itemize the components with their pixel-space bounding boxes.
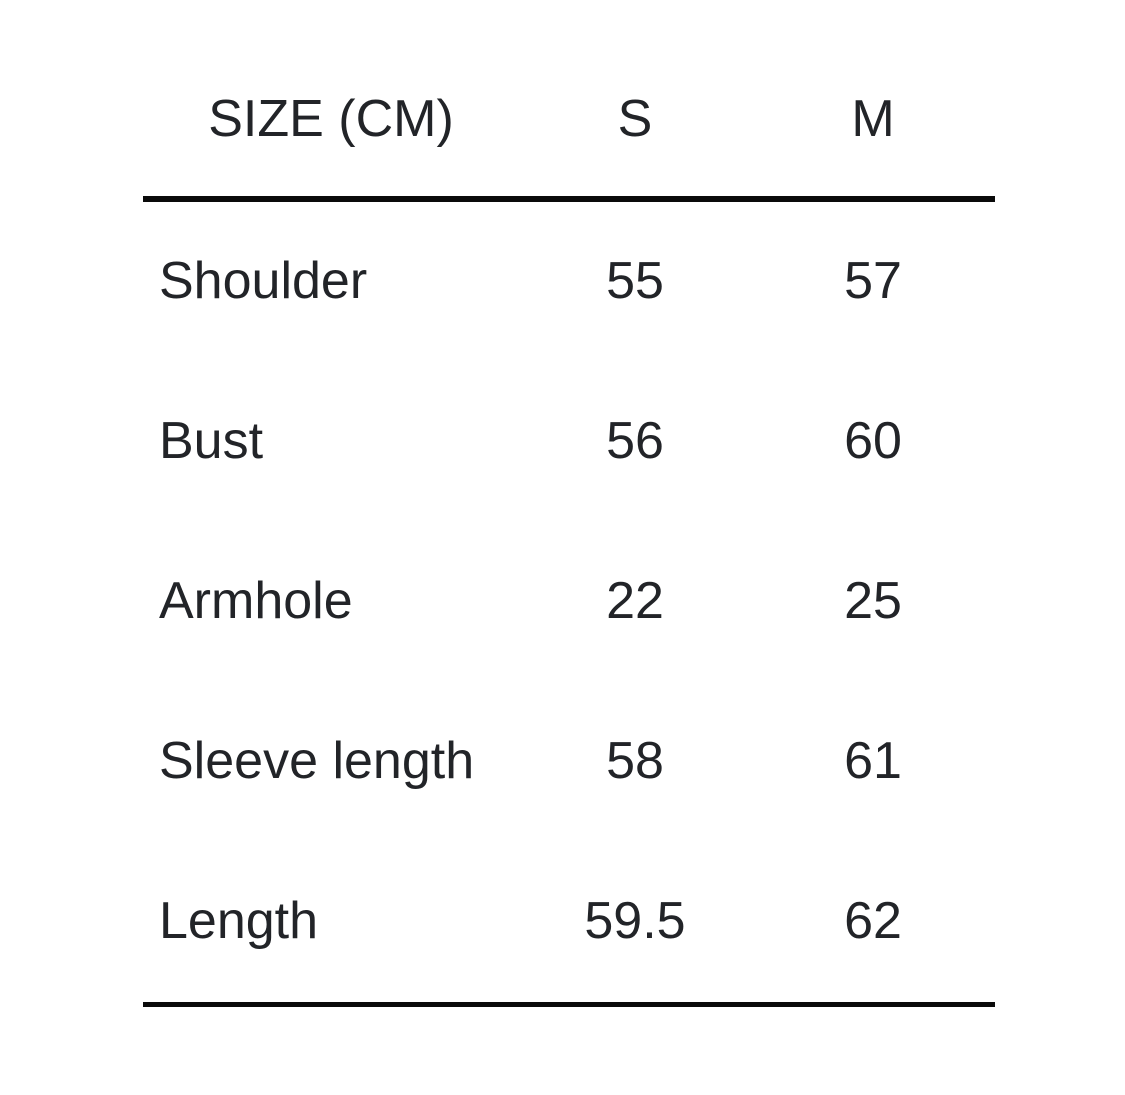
measurement-value-m: 57 — [844, 252, 902, 311]
table-row-armhole: Armhole 22 25 — [143, 522, 995, 682]
measurement-value-s: 55 — [606, 252, 664, 311]
measurement-label: Bust — [159, 412, 264, 471]
column-header-size-unit: SIZE (CM) — [143, 44, 519, 202]
measurement-value-s: 22 — [606, 572, 664, 631]
measurement-label: Sleeve length — [159, 732, 475, 791]
measurement-label: Length — [143, 842, 519, 1007]
measurement-value-m: 62 — [751, 842, 995, 1007]
measurement-value-m: 60 — [844, 412, 902, 471]
table-row-length: Length 59.5 62 — [143, 842, 995, 1007]
measurement-label: Shoulder — [159, 252, 368, 311]
table-row-bust: Bust 56 60 — [143, 362, 995, 522]
measurement-value-s: 59.5 — [519, 842, 751, 1007]
table-row-shoulder: Shoulder 55 57 — [143, 199, 995, 362]
size-guide-screen: SIZE (CM) S M Shoulder 55 57 Bust 56 60 … — [0, 44, 1125, 1095]
column-header-size-s: S — [519, 44, 751, 202]
size-chart-table: SIZE (CM) S M Shoulder 55 57 Bust 56 60 … — [143, 44, 995, 1007]
measurement-value-s: 58 — [606, 732, 664, 791]
measurement-value-s: 56 — [606, 412, 664, 471]
measurement-value-m: 61 — [844, 732, 902, 791]
column-header-size-m: M — [751, 44, 995, 202]
measurement-value-m: 25 — [844, 572, 902, 631]
header-row: SIZE (CM) S M — [143, 44, 995, 202]
measurement-label: Armhole — [159, 572, 353, 631]
table-row-sleeve-length: Sleeve length 58 61 — [143, 682, 995, 842]
